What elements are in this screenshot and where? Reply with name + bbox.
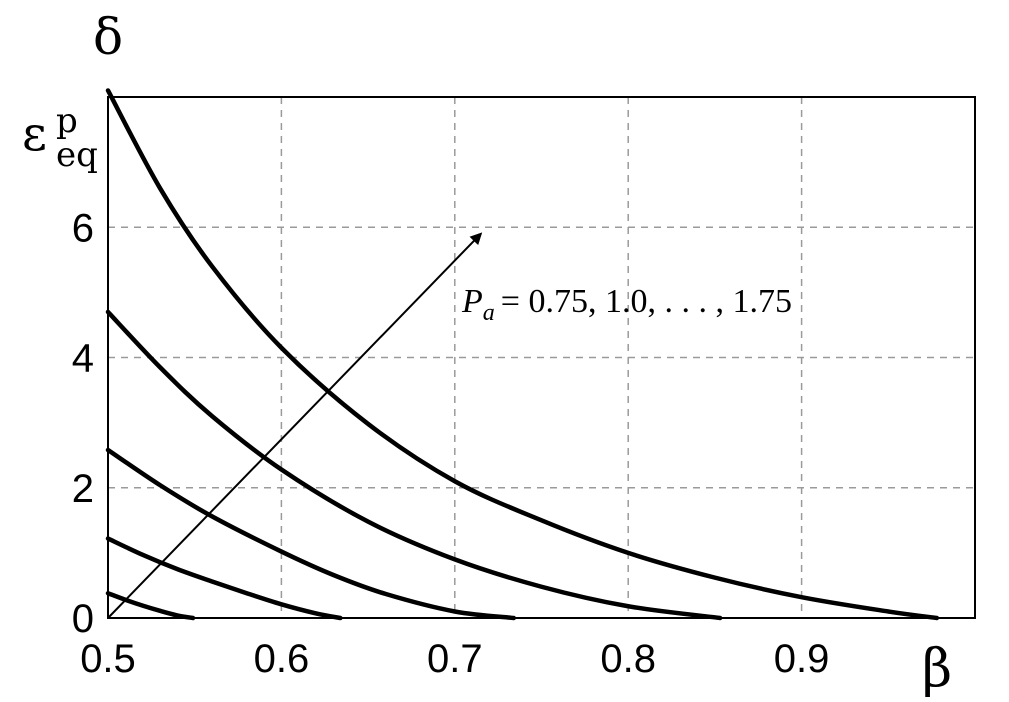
x-tick-label: 0.8 xyxy=(600,637,656,681)
series-line-2 xyxy=(105,536,343,621)
x-tick-label: 0.7 xyxy=(427,637,483,681)
series-line-4 xyxy=(105,309,723,621)
x-axis-label: β xyxy=(922,639,952,699)
grid-lines xyxy=(108,97,975,618)
y-axis-label: ε xyxy=(22,106,47,162)
y-tick-label: 2 xyxy=(72,467,94,511)
annotation-label: Pa = 0.75, 1.0, . . . , 1.75 xyxy=(461,283,792,326)
x-tick-label: 0.5 xyxy=(80,637,136,681)
data-series xyxy=(105,88,940,621)
y-axis-label-superscript: p xyxy=(56,101,78,141)
y-tick-label: 4 xyxy=(72,337,94,381)
tick-labels: 0.5 0.6 0.7 0.8 0.9 0 2 4 6 xyxy=(72,206,830,681)
y-tick-label: 0 xyxy=(72,597,94,641)
annotation: Pa = 0.75, 1.0, . . . , 1.75 xyxy=(107,232,792,619)
series-line-5 xyxy=(105,88,940,621)
y-tick-label: 6 xyxy=(72,206,94,250)
series-line-1 xyxy=(105,591,196,621)
plot-frame xyxy=(107,96,976,619)
y-axis-label-subscript: eq xyxy=(56,135,98,175)
annotation-arrow xyxy=(107,232,483,619)
x-tick-label: 0.9 xyxy=(774,637,830,681)
y-axis-top-symbol: δ xyxy=(93,8,123,66)
series-line-3 xyxy=(105,447,517,621)
x-tick-label: 0.6 xyxy=(254,637,310,681)
